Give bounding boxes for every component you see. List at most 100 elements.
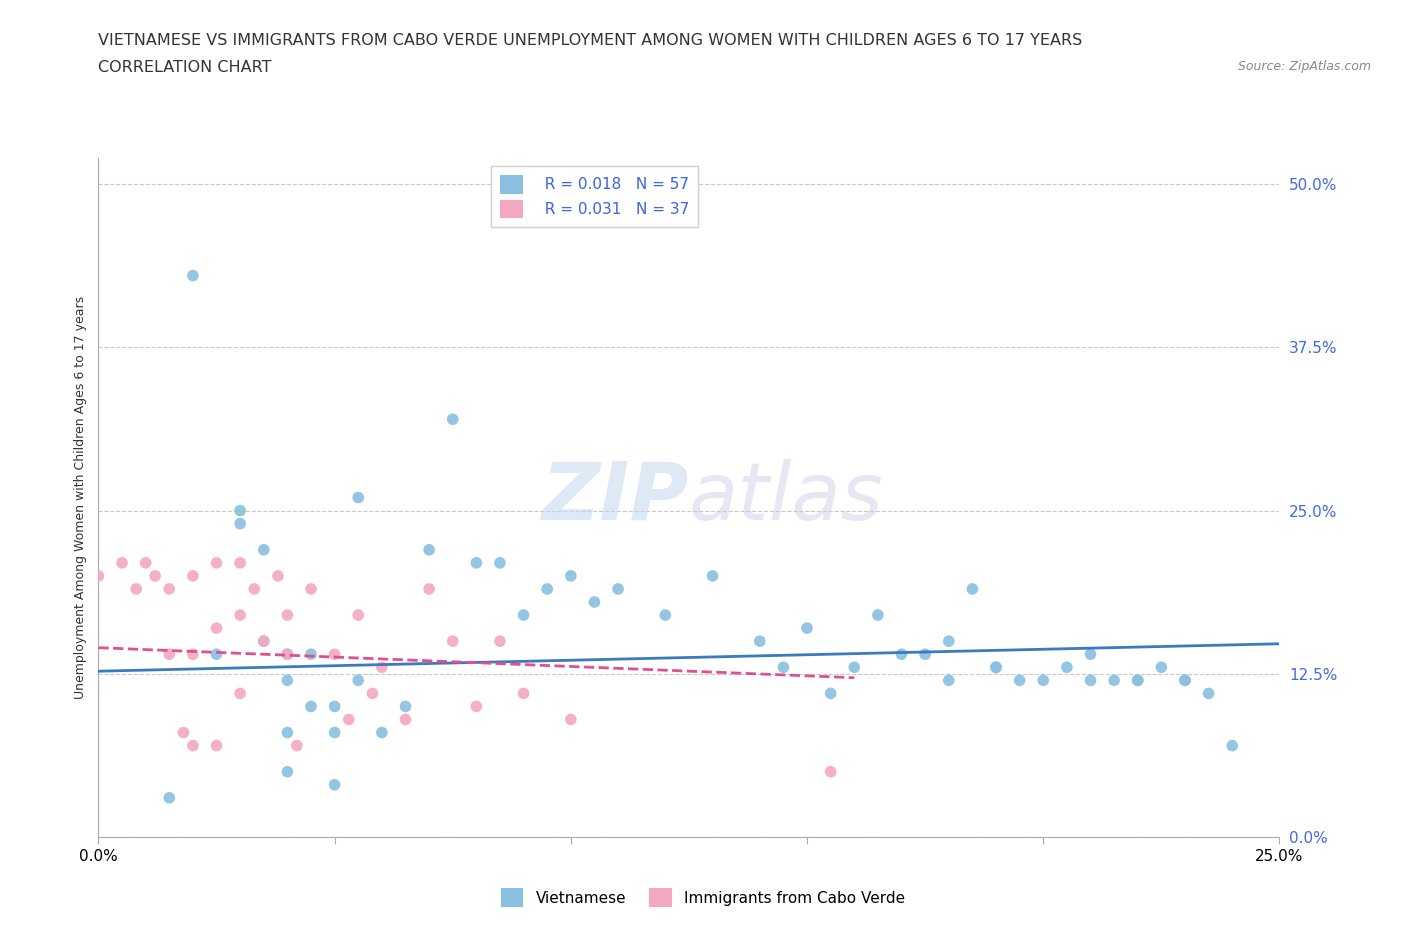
Point bbox=[560, 712, 582, 727]
Point bbox=[1198, 686, 1220, 701]
Point bbox=[536, 581, 558, 596]
Point bbox=[441, 633, 464, 648]
Point bbox=[1174, 673, 1197, 688]
Point bbox=[299, 646, 322, 661]
Point bbox=[489, 633, 512, 648]
Point bbox=[276, 764, 298, 779]
Point bbox=[1174, 673, 1197, 688]
Point bbox=[371, 660, 394, 675]
Point bbox=[157, 646, 180, 661]
Point bbox=[1150, 660, 1173, 675]
Point bbox=[267, 568, 290, 583]
Point bbox=[1032, 673, 1054, 688]
Text: VIETNAMESE VS IMMIGRANTS FROM CABO VERDE UNEMPLOYMENT AMONG WOMEN WITH CHILDREN : VIETNAMESE VS IMMIGRANTS FROM CABO VERDE… bbox=[98, 33, 1083, 47]
Point bbox=[276, 607, 298, 622]
Point bbox=[347, 607, 370, 622]
Point bbox=[143, 568, 166, 583]
Point bbox=[1126, 673, 1149, 688]
Legend: Vietnamese, Immigrants from Cabo Verde: Vietnamese, Immigrants from Cabo Verde bbox=[495, 883, 911, 913]
Point bbox=[654, 607, 676, 622]
Point bbox=[938, 633, 960, 648]
Text: CORRELATION CHART: CORRELATION CHART bbox=[98, 60, 271, 75]
Point bbox=[820, 686, 842, 701]
Point bbox=[1080, 673, 1102, 688]
Text: ZIP: ZIP bbox=[541, 458, 689, 537]
Point bbox=[1220, 738, 1243, 753]
Point bbox=[276, 673, 298, 688]
Point bbox=[229, 503, 252, 518]
Point bbox=[1102, 673, 1125, 688]
Point bbox=[181, 646, 204, 661]
Text: atlas: atlas bbox=[689, 458, 884, 537]
Point bbox=[441, 412, 464, 427]
Point bbox=[299, 581, 322, 596]
Point bbox=[1126, 673, 1149, 688]
Point bbox=[938, 673, 960, 688]
Point bbox=[984, 660, 1007, 675]
Point bbox=[347, 490, 370, 505]
Point bbox=[512, 607, 534, 622]
Point bbox=[205, 555, 228, 570]
Point bbox=[253, 633, 276, 648]
Point bbox=[253, 542, 276, 557]
Point bbox=[465, 699, 488, 714]
Point bbox=[229, 686, 252, 701]
Point bbox=[229, 555, 252, 570]
Point bbox=[157, 790, 180, 805]
Point bbox=[285, 738, 308, 753]
Point bbox=[1056, 660, 1078, 675]
Point bbox=[111, 555, 134, 570]
Point bbox=[87, 568, 110, 583]
Point bbox=[583, 594, 606, 609]
Point bbox=[323, 699, 346, 714]
Point bbox=[394, 712, 416, 727]
Point bbox=[560, 568, 582, 583]
Point bbox=[276, 646, 298, 661]
Point bbox=[866, 607, 889, 622]
Point bbox=[465, 555, 488, 570]
Point bbox=[323, 646, 346, 661]
Point bbox=[914, 646, 936, 661]
Point bbox=[323, 725, 346, 740]
Point bbox=[512, 686, 534, 701]
Point bbox=[607, 581, 630, 596]
Point bbox=[205, 738, 228, 753]
Point bbox=[181, 268, 204, 283]
Point bbox=[418, 542, 440, 557]
Point bbox=[229, 607, 252, 622]
Point bbox=[796, 620, 818, 635]
Point bbox=[361, 686, 384, 701]
Point bbox=[772, 660, 794, 675]
Point bbox=[323, 777, 346, 792]
Legend:   R = 0.018   N = 57,   R = 0.031   N = 37: R = 0.018 N = 57, R = 0.031 N = 37 bbox=[491, 166, 699, 228]
Point bbox=[205, 620, 228, 635]
Point bbox=[702, 568, 724, 583]
Point bbox=[229, 516, 252, 531]
Point bbox=[172, 725, 194, 740]
Point bbox=[418, 581, 440, 596]
Point bbox=[205, 646, 228, 661]
Point bbox=[489, 555, 512, 570]
Point bbox=[157, 581, 180, 596]
Point bbox=[135, 555, 157, 570]
Y-axis label: Unemployment Among Women with Children Ages 6 to 17 years: Unemployment Among Women with Children A… bbox=[75, 296, 87, 699]
Point bbox=[337, 712, 360, 727]
Point bbox=[371, 725, 394, 740]
Point bbox=[347, 673, 370, 688]
Point bbox=[181, 568, 204, 583]
Point bbox=[820, 764, 842, 779]
Text: Source: ZipAtlas.com: Source: ZipAtlas.com bbox=[1237, 60, 1371, 73]
Point bbox=[243, 581, 266, 596]
Point bbox=[984, 660, 1007, 675]
Point bbox=[962, 581, 984, 596]
Point bbox=[181, 738, 204, 753]
Point bbox=[276, 725, 298, 740]
Point bbox=[844, 660, 866, 675]
Point bbox=[748, 633, 770, 648]
Point bbox=[276, 646, 298, 661]
Point bbox=[125, 581, 148, 596]
Point bbox=[890, 646, 912, 661]
Point bbox=[1080, 646, 1102, 661]
Point bbox=[394, 699, 416, 714]
Point bbox=[253, 633, 276, 648]
